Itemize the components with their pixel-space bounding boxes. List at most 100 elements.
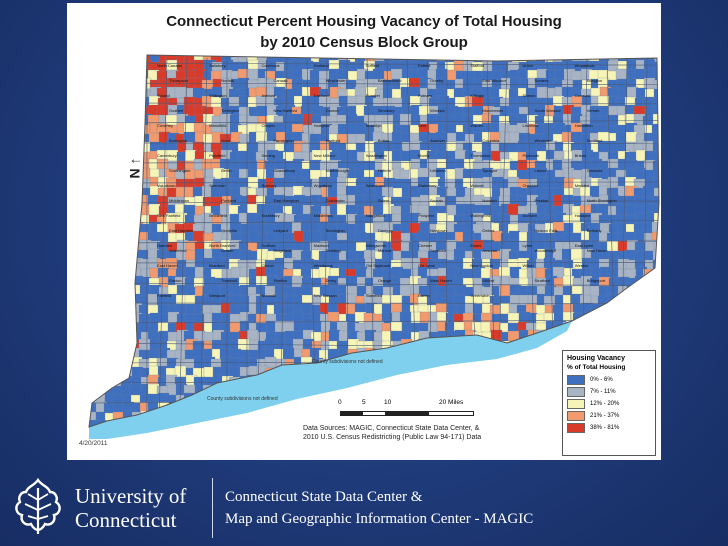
town-label: Plainfield (209, 153, 226, 158)
block-group (120, 266, 133, 279)
town-label: Goshen (169, 108, 184, 113)
block-group (625, 311, 638, 324)
town-label: Old Saybrook (365, 263, 391, 268)
town-label: Haddam (574, 213, 590, 218)
town-label: Trumbull (221, 278, 237, 283)
scale-label: 20 Miles (439, 399, 464, 406)
block-group (471, 366, 484, 379)
block-group (89, 214, 97, 227)
block-group (652, 286, 659, 299)
town-label: Bolton (377, 138, 390, 143)
block-group (102, 348, 115, 361)
town-boundary (158, 57, 168, 424)
block-group (93, 158, 106, 171)
town-label: South Windsor (534, 108, 561, 113)
town-label: Waterford (169, 248, 187, 253)
block-group (113, 285, 126, 298)
block-group (644, 294, 657, 307)
block-group (121, 205, 134, 218)
block-group (651, 295, 659, 308)
town-label: Bozrah (430, 198, 443, 203)
block-group (122, 322, 135, 335)
block-group (159, 430, 170, 441)
town-label: Scotland (586, 138, 603, 143)
block-group (320, 403, 333, 416)
block-group (543, 349, 556, 362)
block-group (131, 178, 144, 191)
block-group (102, 96, 115, 109)
block-group (273, 303, 286, 316)
town-label: Warren (470, 123, 484, 128)
town-label: Eastford (313, 93, 329, 98)
block-group (174, 86, 187, 99)
town-boundary (89, 200, 659, 204)
block-group (121, 212, 134, 225)
block-group (89, 68, 98, 81)
block-group (95, 113, 108, 126)
legend-label: 0% - 6% (590, 377, 613, 383)
block-group (570, 338, 583, 351)
block-group (89, 168, 99, 181)
legend-swatch (567, 423, 585, 433)
center-line: Connecticut State Data Center & (225, 489, 423, 505)
block-group (93, 339, 106, 352)
block-group (183, 60, 196, 73)
block-group (120, 115, 133, 128)
block-group (89, 240, 97, 253)
block-group (131, 113, 144, 126)
block-group (112, 241, 125, 254)
block-group (509, 358, 522, 371)
town-label: Somers (534, 78, 549, 83)
block-group (156, 158, 169, 171)
block-group (282, 347, 295, 360)
town-label: Portland (221, 198, 237, 203)
block-group (489, 357, 502, 370)
town-label: Colebrook (261, 63, 280, 68)
town-label: Weston (574, 263, 589, 268)
town-label: Madison (313, 243, 329, 248)
town-label: New Fairfield (157, 213, 181, 218)
town-label: Waterbury (418, 183, 437, 188)
town-label: Litchfield (522, 123, 539, 128)
block-group (104, 79, 117, 92)
block-group (643, 338, 656, 351)
block-group (89, 231, 99, 244)
town-label: Avon (221, 138, 231, 143)
block-group (113, 231, 126, 244)
legend-item: 7% - 11% (567, 386, 655, 398)
legend-swatch (567, 399, 585, 409)
block-group (104, 213, 117, 226)
block-group (93, 86, 106, 99)
town-label: Southington (169, 168, 191, 173)
block-group (625, 295, 638, 308)
block-group (129, 70, 142, 83)
block-group (89, 321, 99, 334)
block-group (103, 68, 116, 81)
block-group (111, 266, 124, 279)
block-group (507, 384, 520, 397)
town-label: Preston (534, 198, 549, 203)
town-label: Norwalk (261, 293, 276, 298)
block-group (131, 187, 144, 200)
block-group (599, 311, 612, 324)
block-group (89, 194, 98, 207)
town-label: North Branford (209, 243, 236, 248)
block-group (634, 294, 647, 307)
town-label: Wallingford (470, 213, 491, 218)
block-group (219, 419, 232, 427)
block-group (102, 194, 115, 207)
block-group (598, 55, 611, 63)
block-group (89, 86, 99, 99)
legend-title: Housing Vacancy (567, 355, 625, 362)
town-label: Monroe (377, 248, 392, 253)
block-group (103, 223, 116, 236)
block-group (570, 248, 583, 261)
block-group (653, 88, 659, 101)
block-group (653, 187, 659, 200)
block-group (93, 240, 106, 253)
block-group (112, 69, 125, 82)
block-group (652, 321, 659, 334)
block-group (346, 149, 359, 162)
block-group (113, 322, 126, 335)
block-group (536, 410, 549, 423)
